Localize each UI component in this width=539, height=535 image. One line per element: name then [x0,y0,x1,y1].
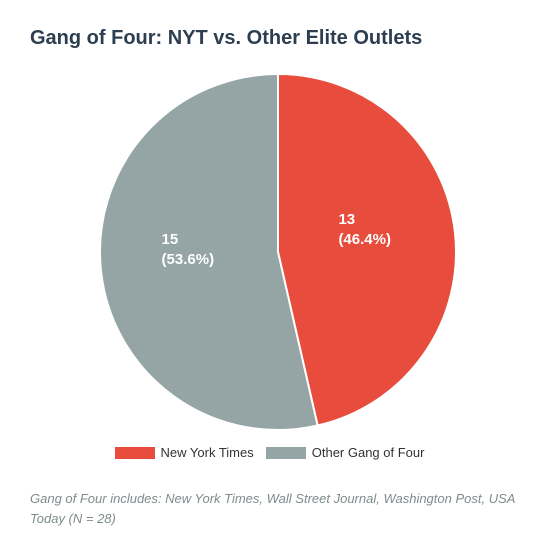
pie-slice-new-york-times[interactable] [277,72,457,427]
chart-title: Gang of Four: NYT vs. Other Elite Outlet… [30,27,423,49]
slice-value-label-new-york-times: 13 [338,211,355,228]
slice-percent-label-new-york-times: (46.4%) [338,231,391,248]
legend-item-new-york-times[interactable]: New York Times [114,445,254,460]
legend-label-new-york-times: New York Times [160,445,254,460]
legend-item-other-gang-of-four[interactable]: Other Gang of Four [265,445,425,460]
slice-percent-label-other-gang-of-four: (53.6%) [162,251,215,268]
legend: New York Times Other Gang of Four [0,445,539,460]
legend-swatch-other-gang-of-four [265,446,306,459]
pie-slice-other-gang-of-four[interactable] [99,72,319,431]
pie-chart: 13 (46.4%) 15 (53.6%) [99,72,457,431]
legend-label-other-gang-of-four: Other Gang of Four [311,445,425,460]
slice-value-label-other-gang-of-four: 15 [162,231,179,248]
chart-footnote: Gang of Four includes: New York Times, W… [30,491,515,526]
legend-swatch-new-york-times [114,446,155,459]
